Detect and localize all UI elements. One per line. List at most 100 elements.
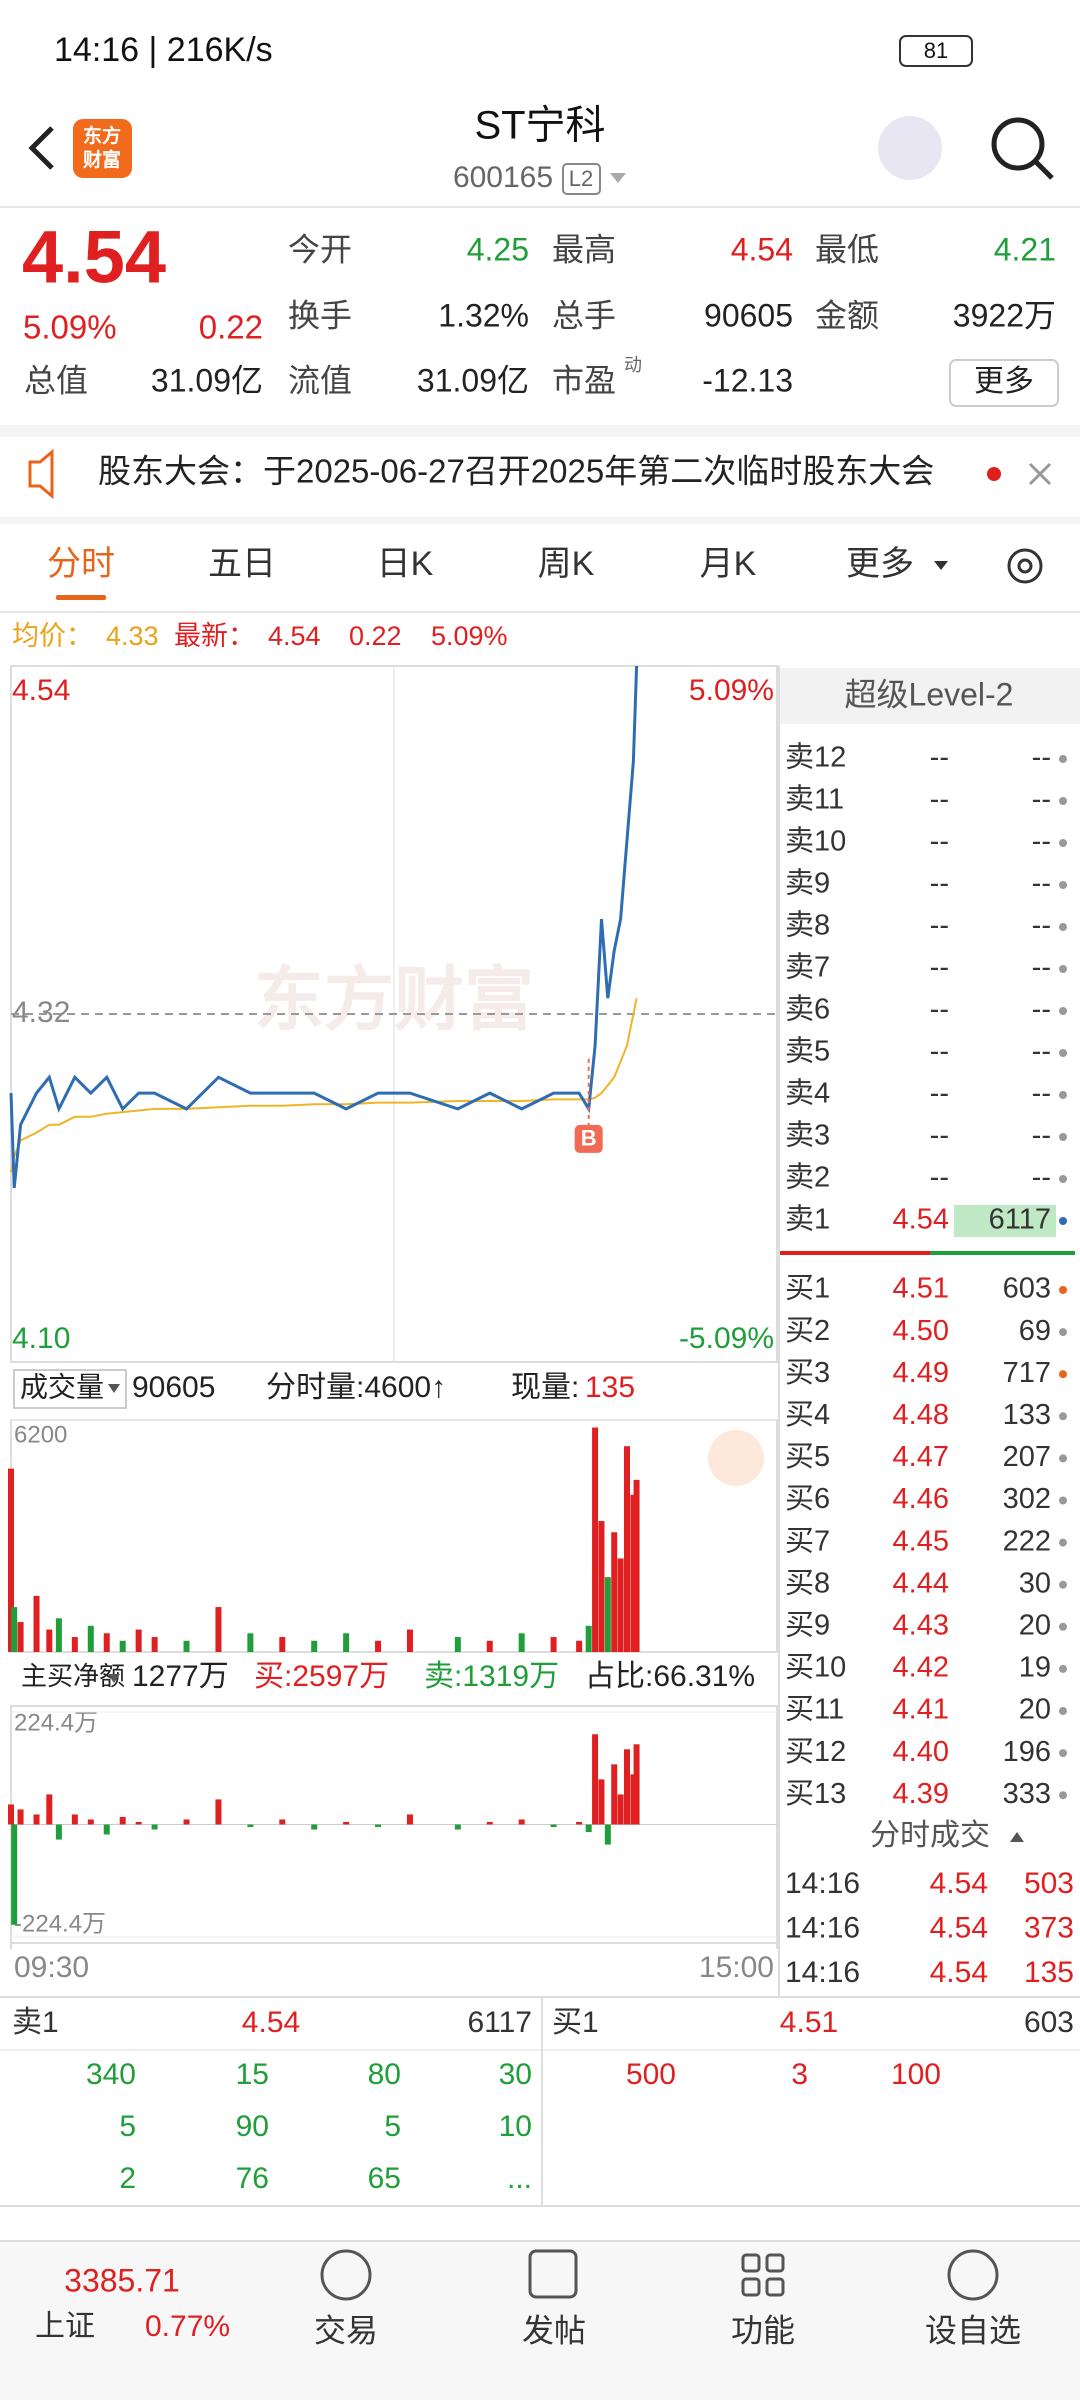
tab[interactable]: 月K	[700, 545, 757, 583]
trade-volume: 135	[1024, 1956, 1074, 1989]
nav-item[interactable]: 设自选	[925, 2312, 1021, 2348]
ask-dot	[1059, 1175, 1067, 1183]
flow-bar	[375, 1824, 382, 1828]
flow-bar	[406, 1814, 413, 1825]
dropdown-icon[interactable]	[108, 1674, 120, 1683]
assistant-avatar[interactable]	[878, 116, 942, 180]
ask-volume: 6117	[989, 1204, 1051, 1236]
bid-dot	[1059, 1496, 1067, 1505]
bid-volume: 302	[1003, 1483, 1051, 1515]
post-icon[interactable]	[528, 2249, 578, 2299]
watchlist-icon[interactable]	[947, 2249, 999, 2301]
collapse-icon[interactable]	[1010, 1832, 1024, 1842]
ask-order: ...	[507, 2162, 532, 2195]
volume-bar	[103, 1633, 110, 1652]
volume-bar	[633, 1479, 640, 1652]
last-change: 0.22	[349, 621, 402, 651]
y2-tick-label: 5.09%	[689, 674, 774, 707]
nav-item[interactable]: 发帖	[522, 2312, 586, 2348]
dropdown-icon[interactable]	[610, 173, 626, 183]
bid-label: 买1	[785, 1273, 830, 1305]
last-value: 4.54	[268, 621, 321, 651]
tab[interactable]: 五日	[208, 545, 276, 583]
buy-marker	[574, 1124, 603, 1153]
trade-time: 14:16	[785, 1911, 860, 1944]
expand-button[interactable]	[708, 1430, 764, 1486]
y-tick-label: 6200	[14, 1421, 67, 1448]
search-button[interactable]	[991, 117, 1045, 171]
close-button[interactable]	[1028, 462, 1052, 486]
function-icon[interactable]	[741, 2253, 761, 2273]
quote-label: 最低	[815, 231, 879, 267]
trade-icon[interactable]	[320, 2249, 372, 2301]
volume-selector[interactable]	[13, 1369, 127, 1409]
bid-price: 4.50	[893, 1315, 949, 1347]
bid-volume: 20	[1019, 1694, 1051, 1726]
dropdown-icon[interactable]	[108, 1384, 120, 1393]
ask-volume: --	[1032, 994, 1051, 1026]
settings-button[interactable]	[1007, 548, 1043, 584]
tab[interactable]: 更多	[846, 545, 914, 583]
ask-label: 卖4	[785, 1078, 830, 1110]
ask-price: --	[930, 742, 949, 774]
flow-bar	[592, 1734, 599, 1825]
tab[interactable]: 日K	[377, 545, 434, 583]
now-value: 135	[585, 1371, 635, 1404]
volume-bar	[518, 1633, 525, 1652]
bid-dot	[1059, 1538, 1067, 1547]
volume-bar	[454, 1637, 461, 1652]
bid-dot	[1059, 1328, 1067, 1337]
trades-title[interactable]: 分时成交	[870, 1819, 990, 1852]
bid-label: 买2	[785, 1315, 830, 1347]
bid-label: 买5	[785, 1441, 830, 1473]
watermark: 东方财富	[254, 960, 534, 1038]
bid-volume: 222	[1003, 1525, 1051, 1557]
volume-bar	[11, 1607, 18, 1652]
quote-label: 市盈	[552, 362, 616, 398]
back-button[interactable]	[28, 126, 54, 170]
bid-dot	[1059, 1580, 1067, 1589]
ask-label: 卖3	[785, 1120, 830, 1152]
flow-sell: 卖:1319万	[424, 1660, 559, 1693]
trade-volume: 503	[1024, 1867, 1074, 1900]
ask-volume: --	[1032, 1078, 1051, 1110]
nav-item[interactable]: 功能	[731, 2312, 795, 2348]
bid-volume: 69	[1019, 1315, 1051, 1347]
bid-dot	[1059, 1791, 1067, 1800]
dropdown-icon[interactable]	[934, 561, 948, 570]
index-value[interactable]: 3385.71	[64, 2262, 180, 2298]
flow-label[interactable]: 主买净额	[21, 1661, 125, 1691]
more-button-text[interactable]: 更多	[974, 365, 1034, 398]
ask-price: --	[930, 910, 949, 942]
notice-text[interactable]: 股东大会：于2025-06-27召开2025年第二次临时股东大会	[98, 453, 934, 490]
volume-bar	[279, 1637, 286, 1652]
bid-dot	[1059, 1370, 1067, 1379]
ask-price: --	[930, 784, 949, 816]
price-line	[9, 665, 639, 1189]
level2-header	[780, 668, 1080, 724]
ask-label: 卖8	[785, 910, 830, 942]
tab[interactable]: 周K	[538, 545, 595, 583]
y2-tick-label: -5.09%	[679, 1322, 774, 1355]
volume-label[interactable]: 成交量	[20, 1371, 104, 1402]
ask-order: 340	[86, 2058, 136, 2091]
ask-order: 30	[499, 2058, 532, 2091]
bid-price: 4.49	[893, 1357, 949, 1389]
ask-order: 5	[119, 2110, 136, 2143]
volume-bar	[406, 1629, 413, 1652]
battery-icon	[899, 35, 973, 67]
flow-buy: 买:2597万	[254, 1660, 389, 1693]
y-tick-label: 4.10	[12, 1322, 70, 1355]
stock-code: 600165	[453, 161, 553, 194]
flow-bar	[46, 1794, 53, 1825]
bid-order: 100	[891, 2058, 941, 2091]
nav-item[interactable]: 交易	[314, 2312, 378, 2348]
volume-bar	[215, 1607, 222, 1652]
more-button[interactable]	[949, 359, 1059, 407]
ask-label: 卖6	[785, 994, 830, 1026]
bid-label: 买7	[785, 1525, 830, 1557]
tab[interactable]: 分时	[47, 545, 115, 583]
bid-label: 买13	[785, 1778, 846, 1810]
ask-volume: --	[1032, 952, 1051, 984]
